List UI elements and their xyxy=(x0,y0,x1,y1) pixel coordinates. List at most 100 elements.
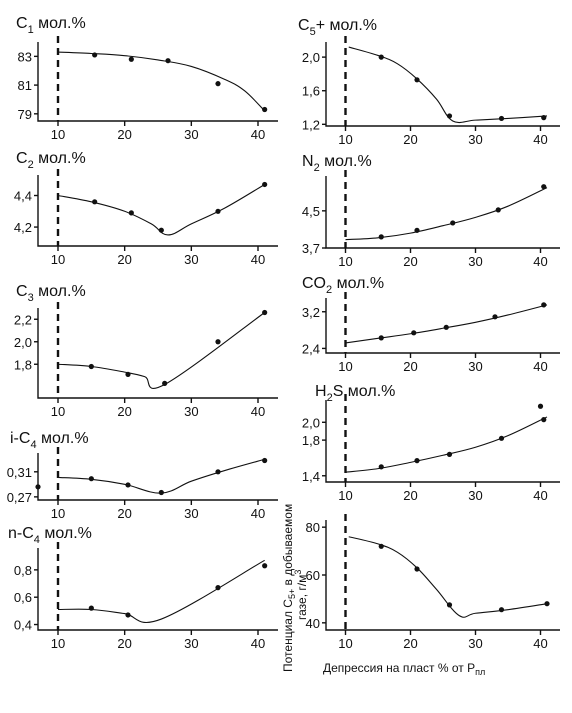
data-point xyxy=(92,199,98,205)
data-point xyxy=(414,566,420,572)
x-tick-label: 40 xyxy=(533,488,547,503)
data-point xyxy=(262,457,268,464)
data-point xyxy=(128,210,134,216)
trend-curve xyxy=(345,187,548,241)
axes xyxy=(37,453,278,501)
data-point xyxy=(215,81,221,87)
x-tick-label: 30 xyxy=(468,359,482,374)
data-point xyxy=(378,464,384,470)
x-tick-label: 40 xyxy=(533,132,547,147)
y-tick-label: 4,5 xyxy=(302,204,320,219)
data-point xyxy=(88,363,94,370)
data-point xyxy=(446,113,453,119)
x-tick-label: 30 xyxy=(184,636,198,651)
x-tick-label: 20 xyxy=(403,254,417,269)
panel-co2: CO2 мол.% 10 20 30 40 2,4 3,2 xyxy=(302,275,560,374)
trend-curve xyxy=(57,559,265,624)
axes xyxy=(37,548,278,631)
panel-c3: C3 мол.% 10 20 30 40 1,8 2,0 2,2 xyxy=(14,283,278,419)
data-point xyxy=(541,115,547,121)
panel-n2-plot: 10 20 30 40 3,7 4,5 xyxy=(302,170,560,269)
data-point xyxy=(492,314,498,320)
y-tick-label: 2,0 xyxy=(14,335,32,350)
axes xyxy=(325,520,560,631)
panel-c3-plot: 10 20 30 40 1,8 2,0 2,2 xyxy=(14,302,278,419)
x-axis-label: Депрессия на пласт % от Рпл xyxy=(323,661,485,677)
x-tick-label: 40 xyxy=(251,404,265,419)
x-tick-label: 10 xyxy=(338,488,352,503)
x-tick-label: 10 xyxy=(51,636,65,651)
axes xyxy=(325,400,560,483)
x-tick-label: 20 xyxy=(117,127,131,142)
y-tick-label: 1,2 xyxy=(302,117,320,132)
panel-h2s-plot: 10 20 30 40 1,4 1,8 2,0 xyxy=(302,394,560,503)
x-tick-label: 10 xyxy=(51,506,65,521)
data-point xyxy=(378,543,384,549)
x-tick-label: 20 xyxy=(117,252,131,267)
x-tick-label: 30 xyxy=(184,506,198,521)
panel-nc4: n-C4 мол.% 10 20 30 40 0,4 0,6 0,8 xyxy=(8,525,278,651)
panel-h2s-title: H2S мол.% xyxy=(315,383,395,404)
panel-c5plus: C5+ мол.% 10 20 30 40 1,2 1,6 2,0 xyxy=(298,17,560,147)
x-tick-label: 30 xyxy=(468,636,482,651)
panel-n2: N2 мол.% 10 20 30 40 3,7 4,5 xyxy=(302,153,560,269)
trend-curve xyxy=(345,304,548,344)
data-point xyxy=(537,403,544,409)
data-point xyxy=(165,58,171,64)
axes xyxy=(37,175,278,247)
y-tick-label: 0,4 xyxy=(14,618,32,633)
data-point xyxy=(544,601,550,607)
y-tick-label: 2,0 xyxy=(302,415,320,430)
trend-curve xyxy=(57,312,265,389)
data-point xyxy=(262,563,268,569)
data-point xyxy=(88,476,94,482)
x-tick-label: 20 xyxy=(403,488,417,503)
y-tick-label: 79 xyxy=(18,107,32,122)
x-tick-label: 40 xyxy=(251,252,265,267)
y-tick-label: 1,4 xyxy=(302,469,320,484)
data-point xyxy=(414,77,420,83)
x-tick-label: 30 xyxy=(468,132,482,147)
x-tick-label: 30 xyxy=(184,252,198,267)
x-tick-label: 20 xyxy=(117,404,131,419)
y-tick-label: 4,4 xyxy=(14,189,32,204)
data-point xyxy=(215,585,221,591)
panel-c5plus-plot: 10 20 30 40 1,2 1,6 2,0 xyxy=(302,36,560,147)
panel-nc4-title: n-C4 мол.% xyxy=(8,525,92,546)
trend-curve xyxy=(345,416,548,473)
x-tick-label: 30 xyxy=(468,254,482,269)
y-axis-label: Потенциал С5+ в добываемом xyxy=(281,504,297,672)
axes xyxy=(325,298,560,354)
data-point xyxy=(498,607,505,613)
panel-c5plus-title: C5+ мол.% xyxy=(298,17,377,38)
x-tick-label: 10 xyxy=(338,359,352,374)
panel-c2: C2 мол.% 10 20 30 40 4,2 4,4 xyxy=(14,150,278,267)
data-point xyxy=(443,324,449,330)
axes xyxy=(325,176,560,249)
panel-ic4-title: i-C4 мол.% xyxy=(10,430,89,451)
data-point xyxy=(88,605,94,611)
x-tick-label: 20 xyxy=(403,359,417,374)
axes xyxy=(325,42,560,127)
panel-ic4: i-C4 мол.% 10 20 30 40 0,27 0,31 xyxy=(7,430,278,521)
trend-curve xyxy=(348,46,548,124)
trend-curve xyxy=(57,458,265,494)
panel-c1-title: C1 мол.% xyxy=(16,15,86,36)
panel-co2-plot: 10 20 30 40 2,4 3,2 xyxy=(302,292,560,374)
y-tick-label: 0,6 xyxy=(14,590,32,605)
x-tick-label: 20 xyxy=(117,636,131,651)
x-tick-label: 10 xyxy=(338,132,352,147)
data-point xyxy=(450,220,456,226)
y-tick-label: 60 xyxy=(306,568,320,583)
panel-potential-c5plus: Потенциал С5+ в добываемом газе, г/м3 10… xyxy=(281,504,560,677)
data-point xyxy=(414,458,420,464)
y-tick-label: 83 xyxy=(18,49,32,64)
data-point xyxy=(541,417,547,423)
y-tick-label: 0,8 xyxy=(14,563,32,578)
data-point xyxy=(378,335,384,341)
y-tick-label: 3,7 xyxy=(302,241,320,256)
panel-c1: C1 мол.% 10 20 30 40 79 81 83 xyxy=(16,15,278,142)
y-tick-label: 0,31 xyxy=(7,465,32,480)
data-point xyxy=(378,234,384,240)
